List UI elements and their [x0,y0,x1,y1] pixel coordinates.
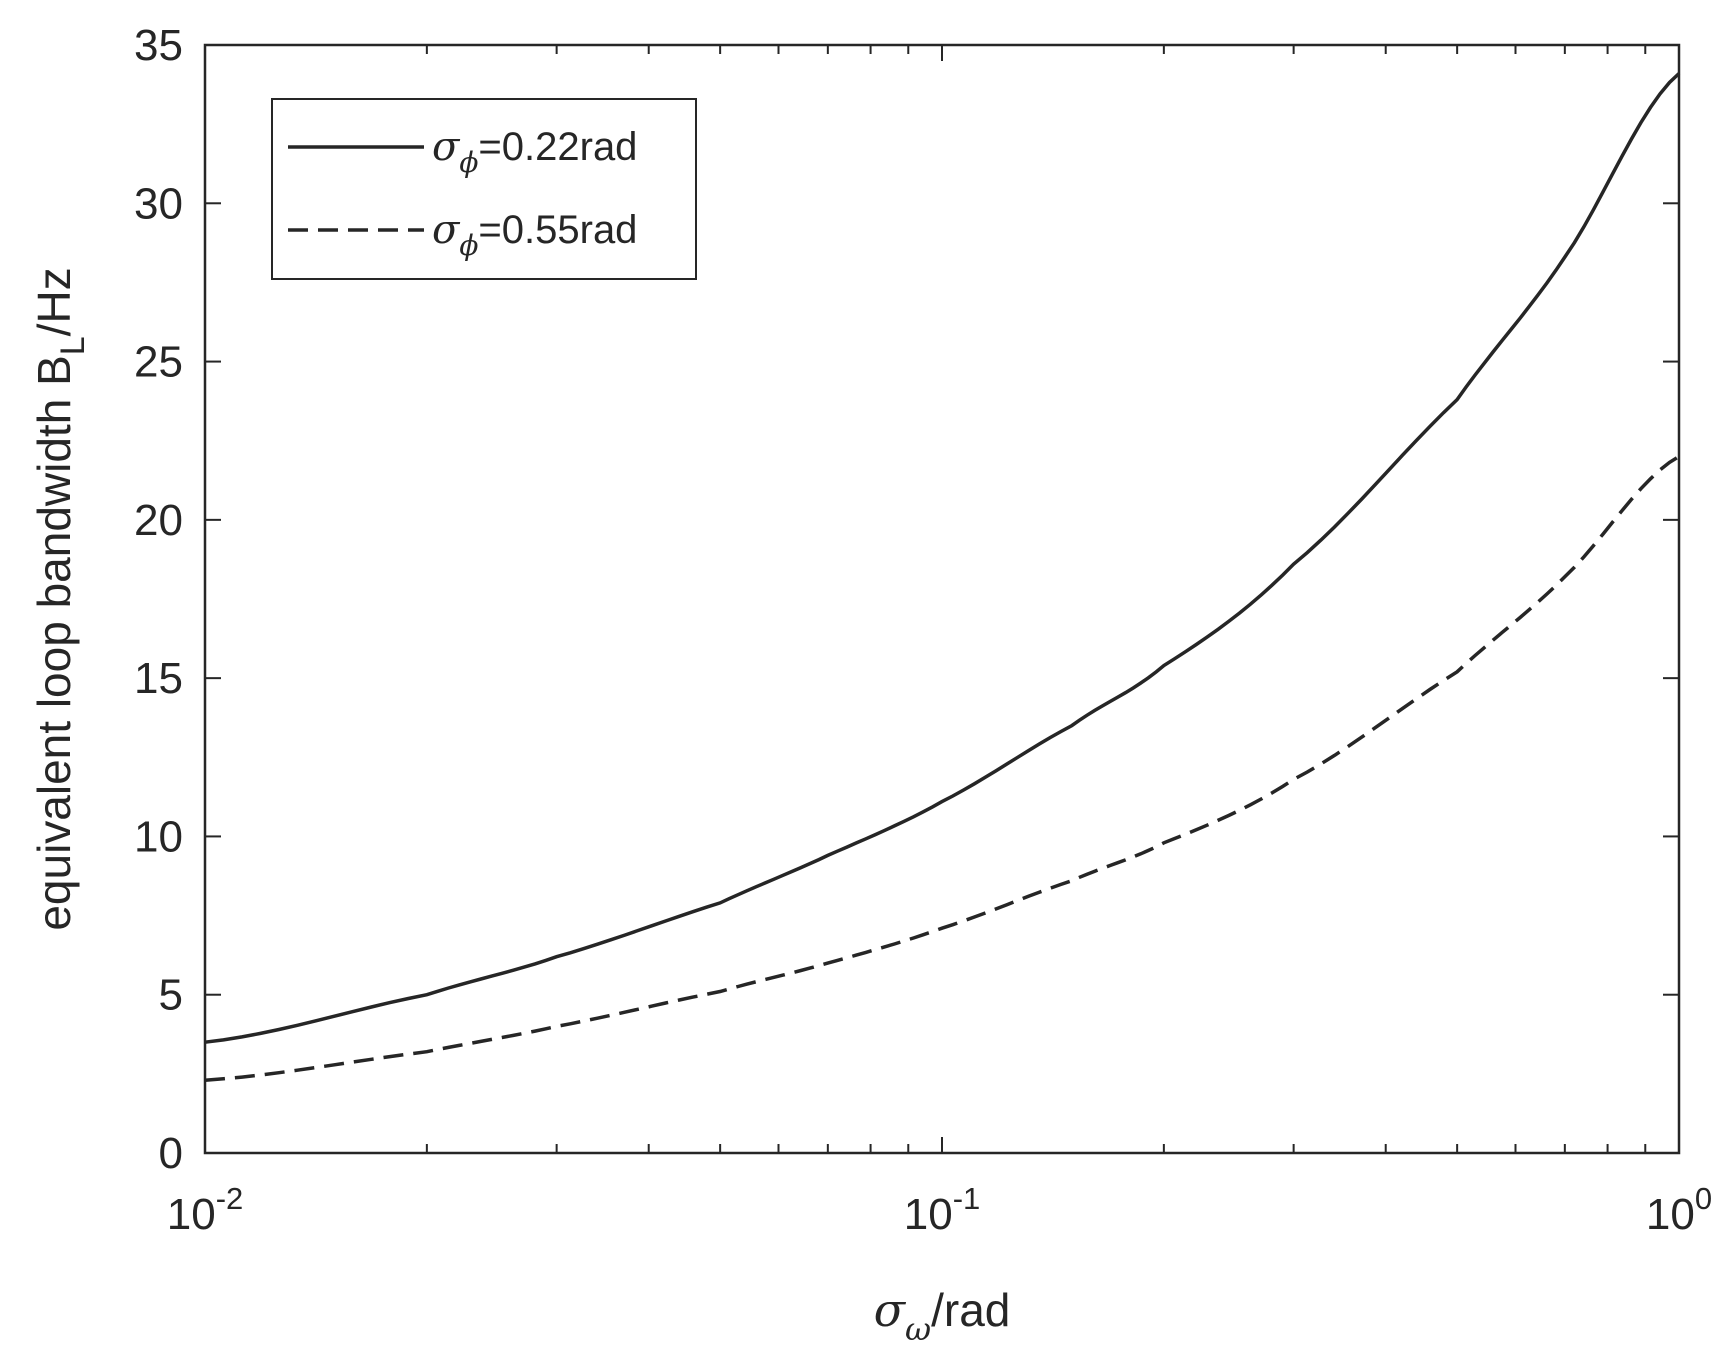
legend-entry-2-subscript: ϕ [459,229,478,262]
legend-entry-1-symbol: σ [432,124,461,170]
y-tick-label: 20 [134,496,183,545]
y-tick-label: 5 [159,971,183,1020]
series-line-2 [204,455,1680,1082]
legend: σϕ=0.22rad σϕ=0.55rad [271,98,697,280]
legend-entry-1: σϕ=0.22rad [432,124,637,179]
y-axis-label: equivalent loop bandwidth BL/Hz [28,267,92,930]
legend-entry-1-text: =0.22rad [478,125,637,169]
x-axis-label-subscript: ω [905,1310,931,1348]
x-axis-label: σω/rad [874,1283,1011,1348]
series-line-1 [204,72,1681,1044]
y-tick-label: 10 [134,812,183,861]
x-tick-label-exponent: 0 [1695,1181,1712,1216]
y-tick-label: 25 [134,338,183,387]
y-tick-label: 35 [134,21,183,70]
legend-entry-1-subscript: ϕ [459,146,478,179]
x-tick-label-base: 10 [1646,1190,1695,1239]
legend-entry-2-text: =0.55rad [478,208,637,252]
x-tick-label-base: 10 [904,1190,953,1239]
legend-entry-2-symbol: σ [432,207,461,253]
x-tick-label: 100 [1646,1181,1712,1239]
legend-entry-2: σϕ=0.55rad [432,207,637,262]
x-tick-label-exponent: -1 [953,1181,981,1216]
y-axis-label-text: equivalent loop bandwidth B [28,355,80,930]
x-tick-label: 10-1 [904,1181,981,1239]
y-axis-label-subscript: L [54,336,92,355]
y-axis-label-suffix: /Hz [28,267,80,336]
axis-ticks [204,44,1680,1154]
series-layer [204,72,1681,1082]
y-tick-label: 15 [134,654,183,703]
legend-box [271,98,697,280]
x-tick-label-exponent: -2 [216,1181,244,1216]
x-axis-label-symbol: σ [874,1283,907,1337]
x-axis-label-suffix: /rad [931,1284,1010,1336]
x-tick-label-base: 10 [167,1190,216,1239]
y-tick-label: 30 [134,179,183,228]
y-tick-label: 0 [159,1129,183,1178]
x-tick-label: 10-2 [167,1181,244,1239]
